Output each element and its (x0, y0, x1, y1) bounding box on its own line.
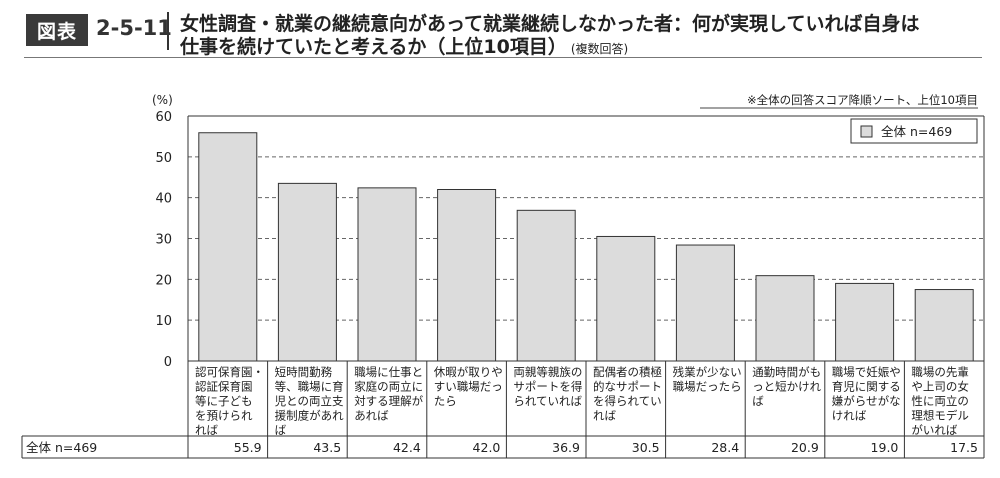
category-label-5: られていれば (513, 394, 582, 408)
category-label-6: を得られてい (593, 394, 662, 408)
header-underline (24, 57, 982, 58)
category-label-1: を預けられ (195, 409, 253, 423)
category-label-2: 短時間勤務 (275, 365, 333, 379)
category-label-10: 職場の先輩 (911, 365, 969, 379)
category-label-4: すい職場だっ (434, 380, 503, 394)
category-label-8: ば (752, 394, 764, 408)
category-label-2: 援制度があれ (275, 409, 344, 423)
bar-1 (198, 132, 258, 362)
bar-10 (914, 289, 974, 362)
category-label-9: 職場で妊娠や (832, 365, 901, 379)
y-axis-unit-label: (%) (152, 93, 173, 107)
data-label-5: 36.9 (552, 440, 580, 455)
category-label-1: 等に子ども (195, 394, 253, 408)
bar-9 (835, 282, 895, 362)
category-label-7: 残業が少ない (673, 365, 742, 379)
data-label-9: 19.0 (871, 440, 899, 455)
category-label-9: ければ (832, 409, 867, 423)
data-label-8: 20.9 (791, 440, 819, 455)
category-label-10: がいれば (911, 423, 957, 437)
y-tick-label: 10 (155, 314, 172, 329)
category-label-9: 育児に関する (832, 380, 901, 394)
y-tick-label: 40 (155, 192, 172, 207)
category-label-6: れば (593, 409, 616, 423)
y-tick-label: 0 (164, 355, 172, 370)
category-label-7: 職場だったら (673, 380, 742, 394)
data-label-7: 28.4 (711, 440, 739, 455)
data-label-10: 17.5 (950, 440, 978, 455)
table-row-label: 全体 n=469 (26, 440, 97, 455)
figure-title-note: (複数回答) (570, 42, 629, 56)
category-label-4: たら (434, 394, 457, 408)
figure-number: 2-5-11 (96, 16, 172, 40)
category-label-3: 家庭の両立に (354, 380, 423, 394)
data-label-6: 30.5 (632, 440, 660, 455)
category-label-1: れば (195, 423, 218, 437)
bar-5 (516, 209, 576, 362)
data-label-2: 43.5 (313, 440, 341, 455)
legend-swatch (860, 125, 873, 138)
figure-header: 図表 2-5-11 女性調査・就業の継続意向があって就業継続しなかった者：何が実… (0, 0, 1000, 58)
category-label-5: 両親等親族の (513, 365, 582, 379)
category-label-10: や上司の女 (911, 380, 969, 394)
category-label-1: 認証保育園 (195, 380, 253, 394)
category-label-9: 嫌がらせがな (832, 394, 901, 408)
figure-title-line1: 女性調査・就業の継続意向があって就業継続しなかった者：何が実現していれば自身は (180, 13, 920, 35)
category-label-3: 職場に仕事と (354, 365, 423, 379)
bar-4 (437, 189, 497, 362)
figure-badge: 図表 (26, 14, 88, 46)
category-label-3: あれば (354, 409, 389, 423)
category-label-5: サポートを得 (513, 380, 582, 394)
y-tick-label: 60 (155, 110, 172, 125)
data-label-3: 42.4 (393, 440, 421, 455)
chart-annotation: ※全体の回答スコア降順ソート、上位10項目 (747, 93, 978, 107)
category-label-1: 認可保育園・ (195, 365, 264, 379)
category-label-6: 配偶者の積極 (593, 365, 662, 379)
data-label-1: 55.9 (234, 440, 262, 455)
title-divider (167, 12, 169, 50)
bar-8 (755, 275, 815, 362)
y-tick-label: 50 (155, 151, 172, 166)
bar-6 (596, 235, 656, 362)
category-label-2: ば (275, 423, 287, 437)
data-label-4: 42.0 (473, 440, 501, 455)
bar-7 (675, 244, 735, 362)
y-tick-label: 30 (155, 233, 172, 248)
category-label-8: っと短かけれ (752, 380, 821, 394)
category-label-4: 休暇が取りや (434, 365, 503, 379)
category-label-8: 通勤時間がも (752, 365, 821, 379)
category-label-10: 理想モデル (911, 409, 969, 423)
figure-title-line2-text: 仕事を続けていたと考えるか（上位10項目） (180, 36, 567, 58)
figure-title-line2: 仕事を続けていたと考えるか（上位10項目） (複数回答) (180, 32, 628, 59)
category-label-2: 児との両立支 (275, 394, 344, 408)
y-tick-label: 20 (155, 273, 172, 288)
category-label-10: 性に両立の (911, 394, 969, 408)
category-label-2: 等、職場に育 (275, 380, 344, 394)
bar-2 (277, 182, 337, 362)
legend-label: 全体 n=469 (881, 124, 952, 139)
category-label-3: 対する理解が (354, 394, 423, 408)
bar-3 (357, 187, 417, 362)
category-label-6: 的なサポート (593, 380, 662, 394)
